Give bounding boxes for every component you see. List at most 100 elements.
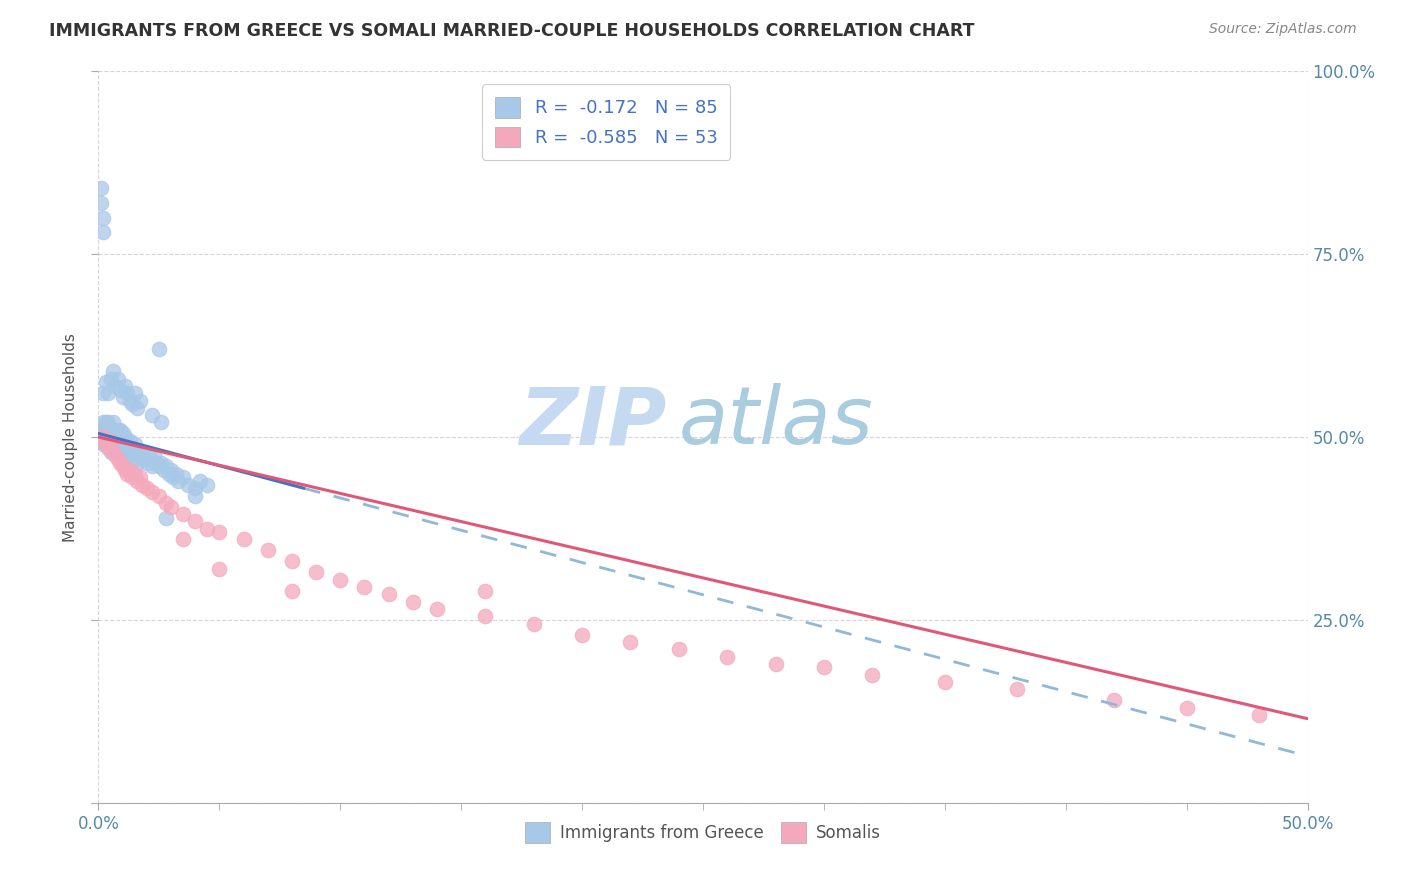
- Point: [91, 423, 114, 437]
- Point: [107, 444, 129, 458]
- Point: [934, 675, 956, 690]
- Point: [353, 580, 375, 594]
- Point: [1102, 693, 1125, 707]
- Point: [143, 448, 166, 462]
- Point: [167, 474, 190, 488]
- Point: [1249, 708, 1271, 723]
- Point: [111, 437, 134, 451]
- Point: [177, 477, 200, 491]
- Point: [128, 448, 150, 462]
- Point: [91, 386, 114, 401]
- Point: [160, 500, 183, 514]
- Point: [813, 660, 835, 674]
- Point: [94, 437, 117, 451]
- Point: [162, 470, 184, 484]
- Point: [523, 616, 546, 631]
- Point: [860, 667, 883, 681]
- Point: [141, 485, 163, 500]
- Point: [128, 470, 150, 484]
- Point: [90, 181, 112, 195]
- Point: [152, 463, 174, 477]
- Point: [668, 642, 690, 657]
- Point: [195, 477, 218, 491]
- Point: [91, 430, 114, 444]
- Point: [117, 444, 139, 458]
- Point: [135, 456, 157, 470]
- Point: [188, 474, 211, 488]
- Point: [100, 434, 122, 448]
- Point: [329, 573, 352, 587]
- Point: [150, 416, 173, 430]
- Point: [141, 459, 163, 474]
- Point: [94, 376, 117, 390]
- Point: [150, 456, 173, 470]
- Point: [716, 649, 738, 664]
- Point: [765, 657, 787, 671]
- Point: [97, 426, 120, 441]
- Point: [160, 463, 183, 477]
- Point: [148, 343, 170, 357]
- Point: [208, 562, 231, 576]
- Point: [195, 521, 218, 535]
- Point: [121, 397, 143, 411]
- Point: [108, 423, 131, 437]
- Point: [124, 467, 146, 481]
- Point: [91, 416, 114, 430]
- Point: [148, 489, 170, 503]
- Point: [114, 379, 136, 393]
- Point: [172, 507, 194, 521]
- Point: [1007, 682, 1029, 697]
- Point: [91, 437, 114, 451]
- Point: [111, 390, 134, 404]
- Point: [124, 452, 146, 467]
- Point: [91, 211, 114, 225]
- Point: [100, 371, 122, 385]
- Point: [172, 470, 194, 484]
- Point: [94, 423, 117, 437]
- Point: [127, 444, 149, 458]
- Point: [134, 452, 156, 467]
- Point: [377, 587, 399, 601]
- Point: [145, 456, 167, 470]
- Point: [148, 459, 170, 474]
- Point: [97, 437, 120, 451]
- Point: [165, 467, 187, 481]
- Point: [128, 393, 150, 408]
- Point: [124, 386, 146, 401]
- Point: [97, 386, 120, 401]
- Point: [131, 444, 153, 458]
- Point: [474, 609, 496, 624]
- Point: [281, 583, 304, 598]
- Point: [100, 423, 122, 437]
- Point: [281, 554, 304, 568]
- Point: [124, 437, 146, 451]
- Point: [232, 533, 254, 547]
- Point: [402, 594, 425, 608]
- Point: [107, 452, 129, 467]
- Point: [111, 426, 134, 441]
- Point: [172, 533, 194, 547]
- Point: [90, 196, 112, 211]
- Point: [155, 459, 177, 474]
- Point: [131, 477, 153, 491]
- Point: [111, 448, 134, 462]
- Point: [101, 444, 124, 458]
- Point: [121, 441, 143, 455]
- Point: [101, 364, 124, 378]
- Point: [127, 456, 149, 470]
- Point: [108, 456, 131, 470]
- Text: IMMIGRANTS FROM GREECE VS SOMALI MARRIED-COUPLE HOUSEHOLDS CORRELATION CHART: IMMIGRANTS FROM GREECE VS SOMALI MARRIED…: [49, 22, 974, 40]
- Point: [100, 444, 122, 458]
- Point: [104, 448, 127, 462]
- Point: [155, 510, 177, 524]
- Point: [118, 448, 141, 462]
- Point: [114, 430, 136, 444]
- Point: [101, 423, 124, 437]
- Point: [117, 434, 139, 448]
- Point: [121, 470, 143, 484]
- Point: [157, 467, 180, 481]
- Point: [90, 434, 112, 448]
- Point: [107, 371, 129, 385]
- Point: [127, 401, 149, 415]
- Point: [101, 416, 124, 430]
